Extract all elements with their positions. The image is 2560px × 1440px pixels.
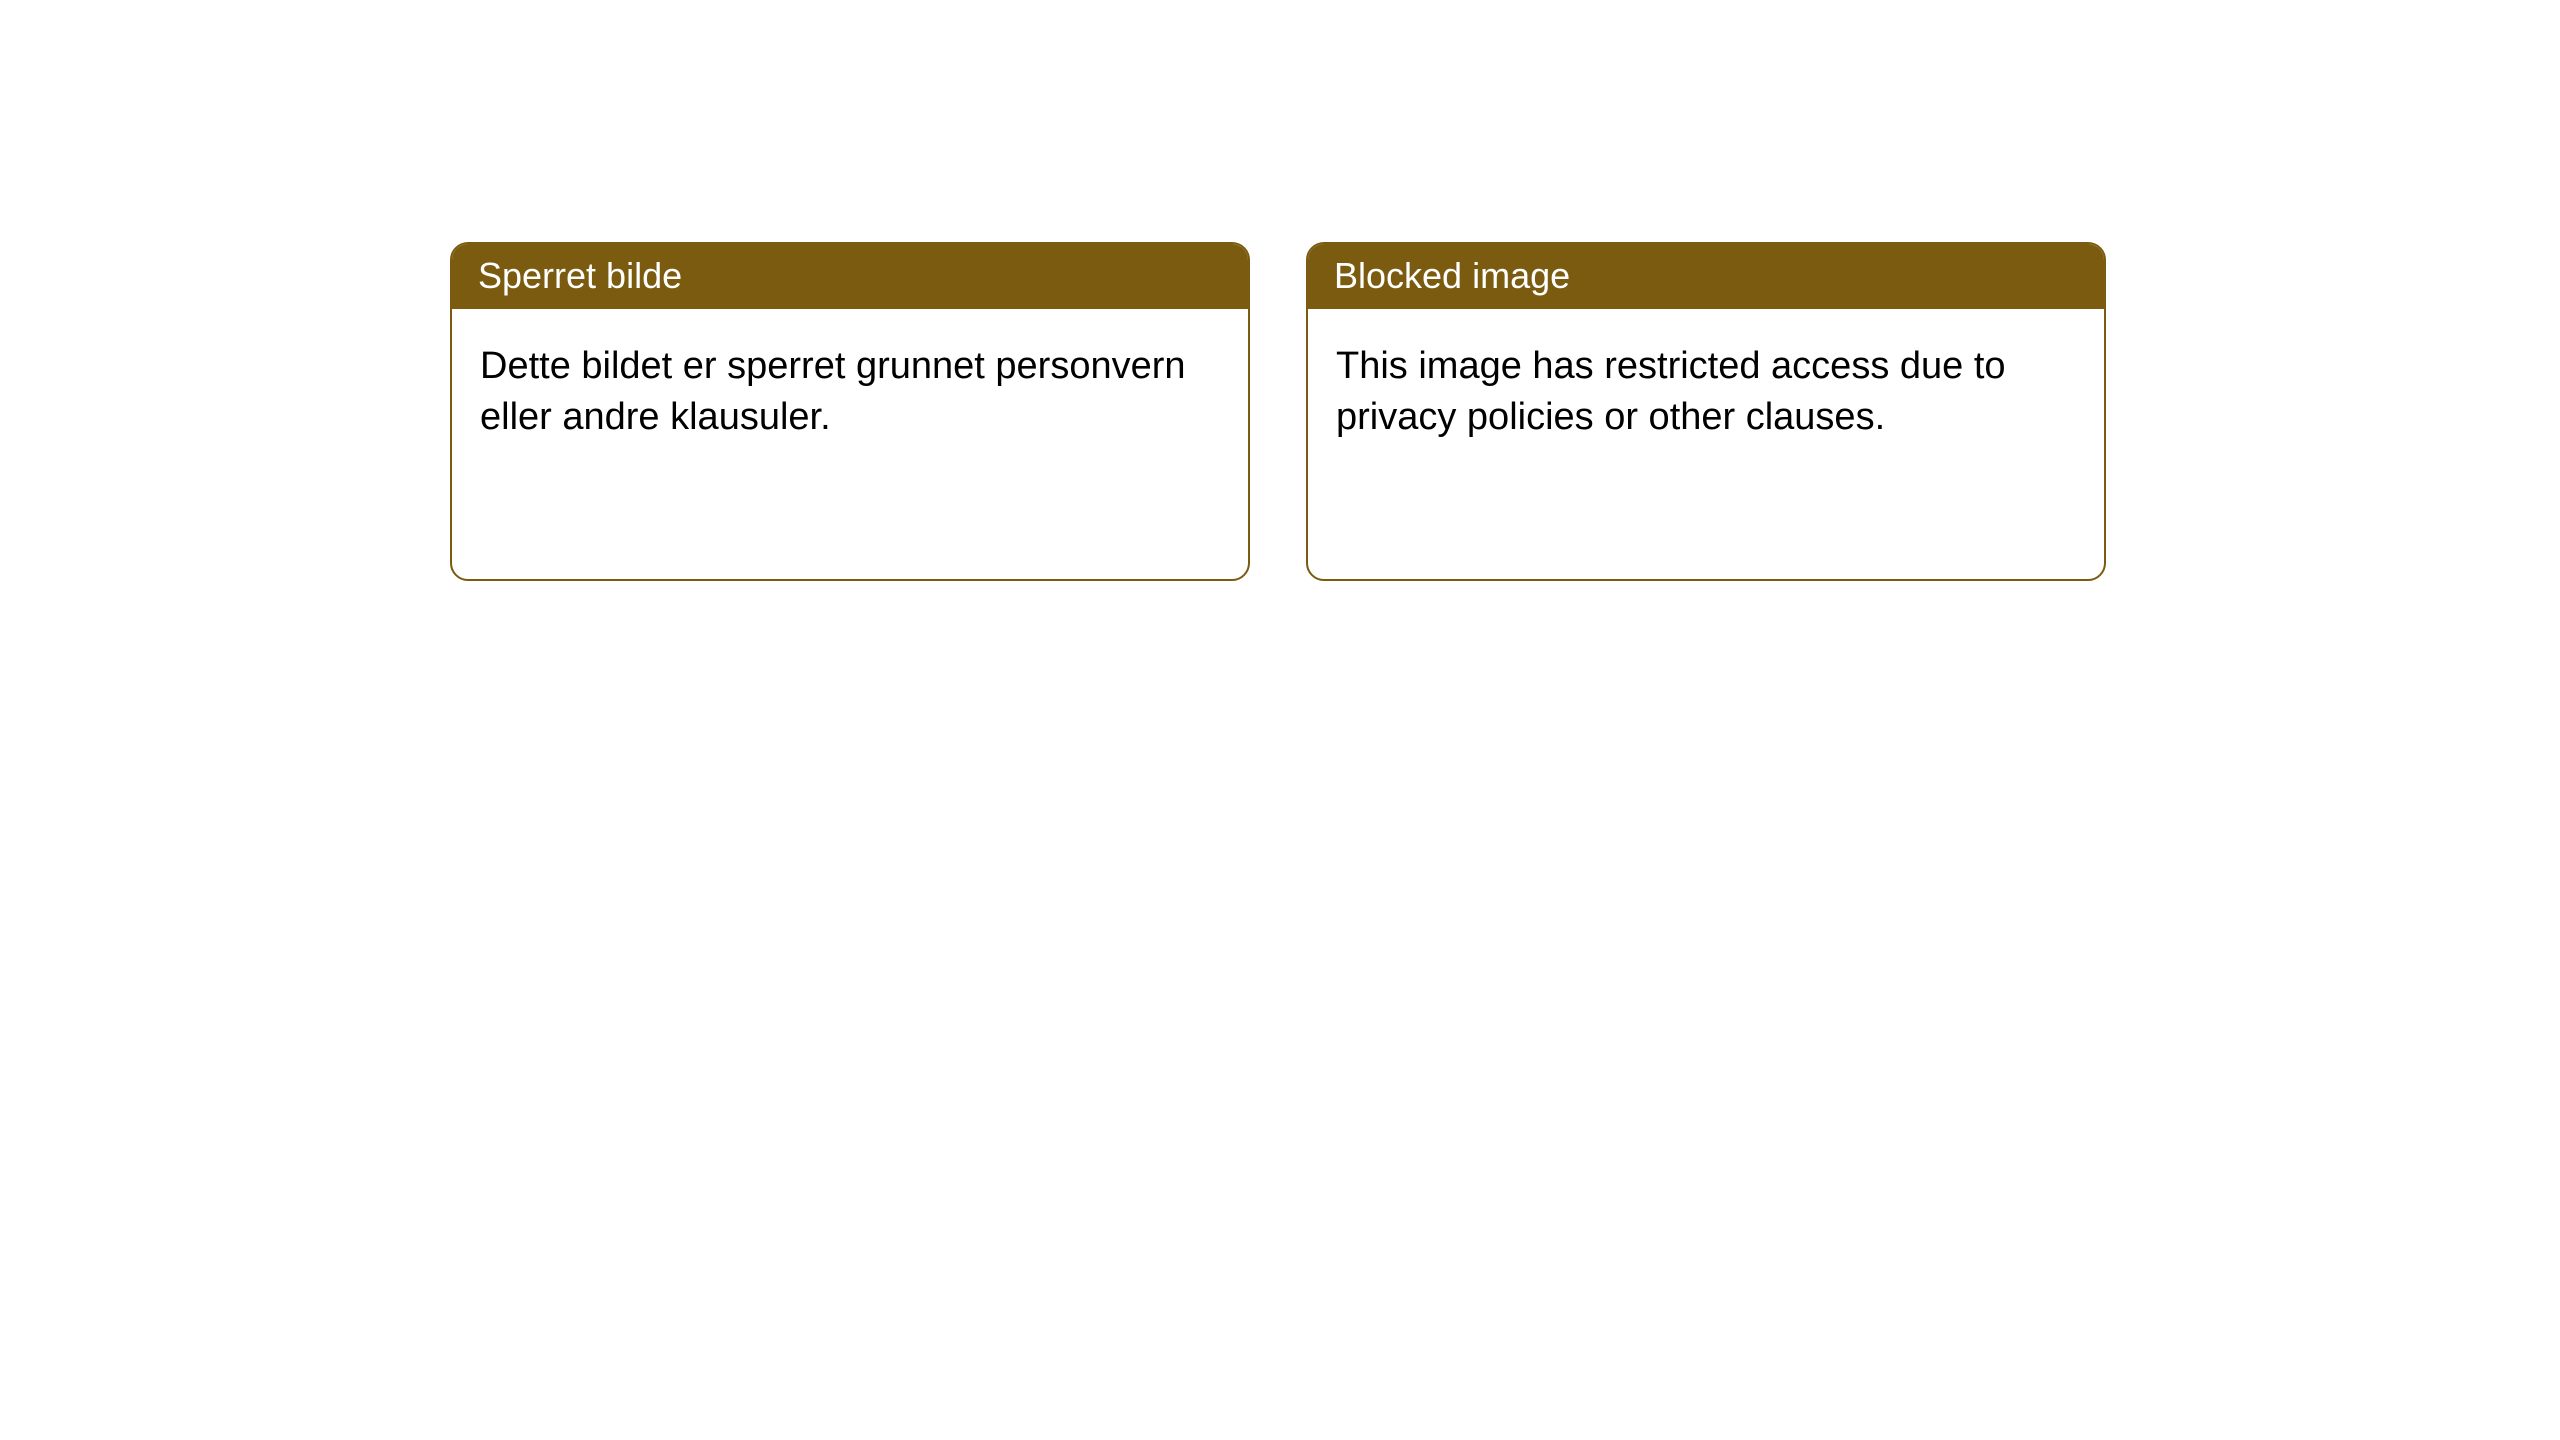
notice-body-english: This image has restricted access due to … (1308, 309, 2104, 579)
notice-header-norwegian: Sperret bilde (452, 244, 1248, 309)
notice-body-norwegian: Dette bildet er sperret grunnet personve… (452, 309, 1248, 579)
notice-header-english: Blocked image (1308, 244, 2104, 309)
notice-container: Sperret bilde Dette bildet er sperret gr… (450, 242, 2106, 581)
notice-card-english: Blocked image This image has restricted … (1306, 242, 2106, 581)
notice-card-norwegian: Sperret bilde Dette bildet er sperret gr… (450, 242, 1250, 581)
